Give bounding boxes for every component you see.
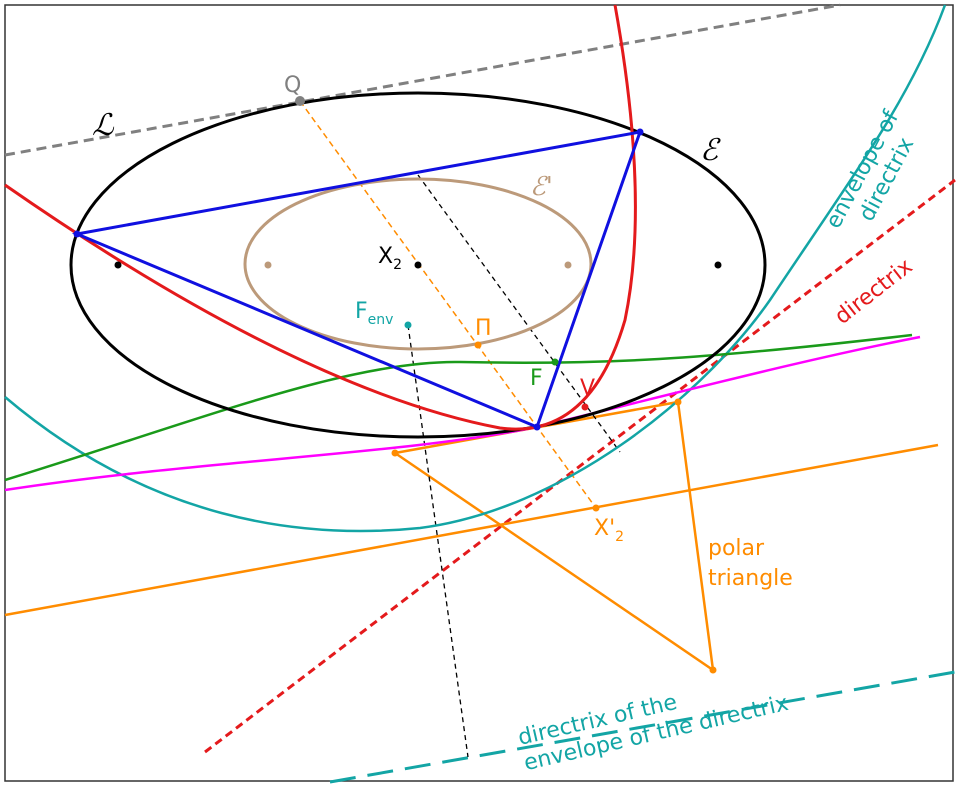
point [551,358,559,366]
magenta-curve [4,335,921,492]
label-line: triangle [708,566,793,591]
point [414,261,422,269]
point [709,666,717,674]
ellipse-e [69,91,767,439]
point [391,449,399,457]
label-text: X' [594,516,615,541]
envelope-curve [4,4,947,533]
label-line: polar [708,536,765,561]
point [73,230,81,238]
point [581,403,589,411]
point [564,261,572,269]
label-sub: 2 [615,529,624,545]
label-sub: env [368,312,394,328]
label-pi: Π [475,316,492,341]
triangle [71,130,643,430]
label-f-env: Fenv [355,299,393,328]
black-dashed [417,174,621,453]
label-text: F [355,299,368,324]
label-directrix-envelope: directrix of the envelope of the directr… [516,690,791,776]
point [636,128,644,136]
point [295,96,305,106]
point [674,398,682,406]
label-l: ℒ [92,108,115,143]
label-f: F [530,366,543,391]
points [73,96,722,674]
line-l [4,3,841,157]
point [404,321,412,329]
point [533,423,541,431]
frame [4,4,954,782]
label-text: X [378,244,393,269]
red-curve [4,4,637,431]
orange-line [4,443,939,617]
label-x2: X2 [378,244,402,273]
point [714,261,722,269]
point [474,341,482,349]
label-sub: 2 [393,257,402,273]
label-x2-prime: X'2 [594,516,624,545]
label-q: Q [284,73,301,98]
label-e: ℰ [700,133,721,168]
black-dashed [407,324,469,758]
label-directrix: directrix [830,254,917,330]
point [114,261,122,269]
label-envelope: envelope of directrix [821,106,919,233]
directrix-of-envelope [329,670,956,784]
point [264,261,272,269]
point [592,504,600,512]
label-e-prime: ℰ' [530,172,553,202]
orange-dashed [299,100,597,509]
green-curve [4,333,913,482]
label-v: V [580,376,595,401]
ellipse-e-prime [243,177,593,351]
directrix [204,178,956,754]
label-polar-triangle: polar triangle [708,536,793,591]
